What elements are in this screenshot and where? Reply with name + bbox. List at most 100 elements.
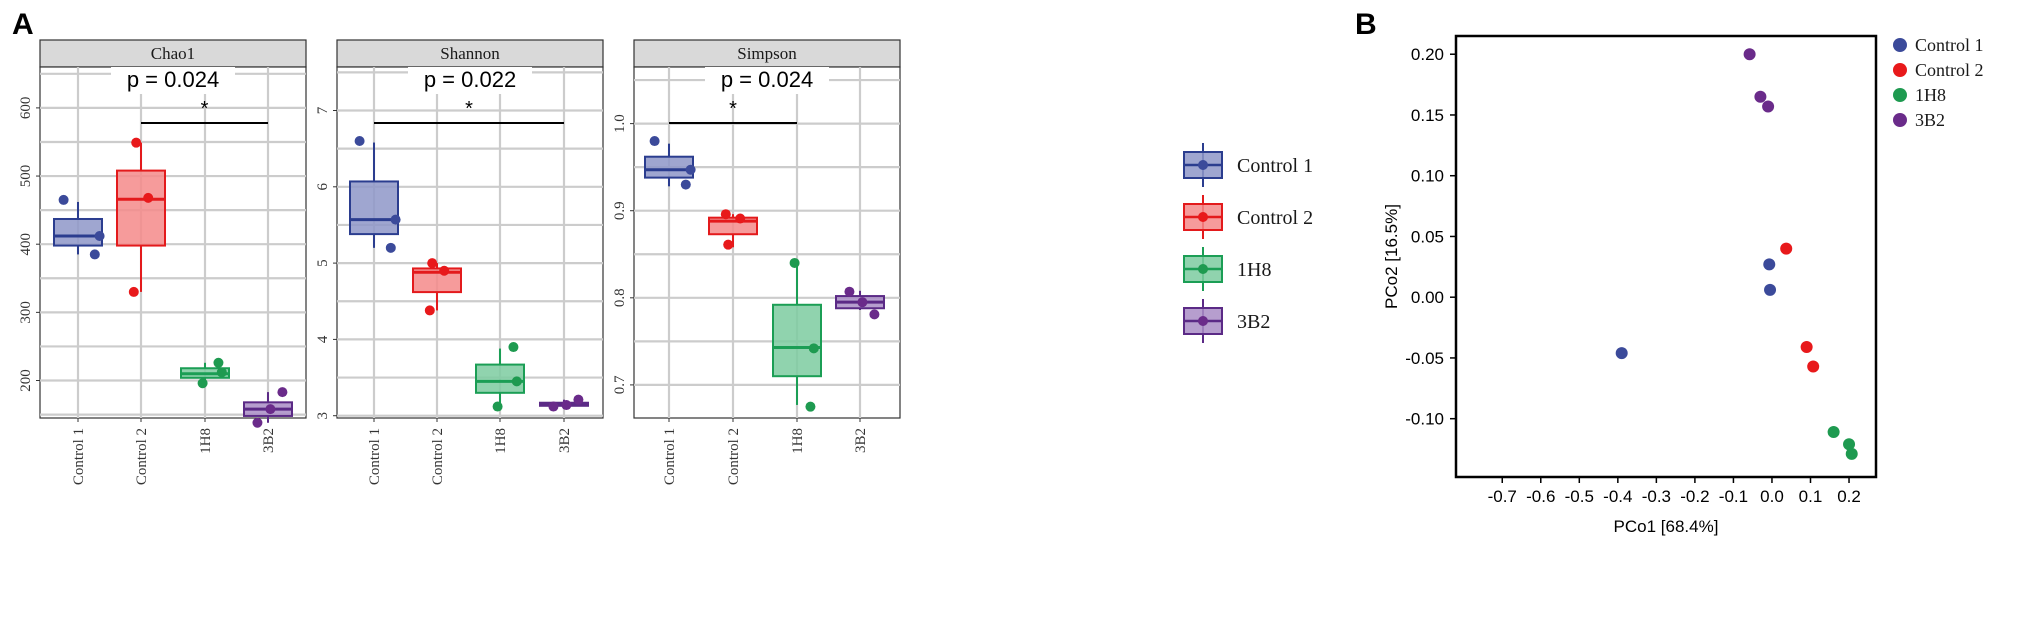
facet-title: Simpson: [737, 44, 797, 63]
data-point-control-1: [685, 164, 696, 175]
data-point-3b2: [1762, 100, 1775, 113]
pcoa-legend-item-control-2: Control 2: [1893, 60, 1984, 80]
data-point-1h8: [805, 401, 816, 412]
legend-marker: [1893, 88, 1907, 102]
x-tick-label: -0.5: [1565, 487, 1594, 506]
x-tick-label: 1H8: [493, 428, 509, 454]
y-axis-label: PCo2 [16.5%]: [1382, 204, 1401, 309]
box-control-2: [412, 263, 462, 311]
facet-strip: [336, 39, 604, 68]
y-tick-label: 200: [18, 369, 34, 392]
pvalue-bg: [111, 67, 235, 94]
data-point-control-1: [680, 179, 691, 190]
legend-point: [1198, 316, 1208, 326]
plot-panel: [633, 66, 901, 419]
data-point-control-1: [1615, 347, 1628, 360]
y-tick-label: 4: [315, 335, 331, 343]
x-tick-label: 1H8: [198, 428, 214, 454]
y-tick-label: 0.20: [1411, 45, 1444, 64]
data-point-control-2: [1807, 360, 1820, 373]
data-point-control-1: [89, 249, 100, 260]
x-tick-label: 0.1: [1799, 487, 1823, 506]
box-control-1: [53, 201, 103, 255]
data-point-control-1: [58, 194, 69, 205]
x-tick-label: -0.7: [1488, 487, 1517, 506]
legend-label: 1H8: [1237, 259, 1271, 281]
data-point-1h8: [213, 357, 224, 368]
data-point-3b2: [561, 400, 572, 411]
y-tick-label: 300: [18, 301, 34, 324]
significance-star: *: [201, 98, 209, 120]
pcoa-legend-item-1h8: 1H8: [1893, 85, 1946, 105]
data-point-control-1: [354, 136, 365, 147]
data-point-control-1: [1764, 283, 1777, 296]
data-point-control-2: [723, 239, 734, 250]
data-point-control-2: [720, 209, 731, 220]
y-tick-label: 400: [18, 233, 34, 256]
data-point-control-2: [1780, 242, 1793, 255]
y-tick-label: 600: [18, 97, 34, 120]
facet-chao1: Chao1 200 300 400 500 600 Control 1 Control 2 1H…: [18, 39, 307, 485]
legend-label: Control 1: [1915, 35, 1984, 55]
data-point-3b2: [548, 401, 559, 412]
legend-item-control-2: Control 2: [1183, 195, 1313, 239]
y-tick-label: 5: [315, 259, 331, 267]
data-point-control-1: [94, 231, 105, 242]
x-tick-label: 3B2: [557, 428, 573, 453]
legend-label: 3B2: [1237, 311, 1270, 333]
legend-label: Control 2: [1915, 60, 1984, 80]
box-body: [53, 217, 103, 247]
facet-shannon: Shannon 3 4 5 6 7 Control 1 Control 2 1H8 3B2 p = …: [315, 39, 604, 485]
data-point-1h8: [789, 257, 800, 268]
box-body: [349, 180, 399, 236]
data-point-1h8: [216, 367, 227, 378]
y-tick-label: -0.05: [1405, 349, 1444, 368]
data-point-1h8: [1843, 438, 1856, 451]
y-tick-label: 0.9: [612, 201, 628, 220]
data-point-3b2: [252, 417, 263, 428]
x-tick-label: 1H8: [790, 428, 806, 454]
y-tick-label: 0.15: [1411, 106, 1444, 125]
box-body: [116, 169, 166, 247]
legend-item-control-1: Control 1: [1183, 143, 1313, 187]
data-point-1h8: [492, 401, 503, 412]
pcoa-scatter: -0.10 -0.05 0.00 0.05 0.10 0.15 0.20 -0.7 -0.6 -0…: [1382, 34, 1984, 536]
legend-point: [1198, 212, 1208, 222]
x-tick-label: 0.0: [1760, 487, 1784, 506]
box-1h8: [475, 348, 525, 407]
box-body: [412, 267, 462, 294]
x-tick-label: 0.2: [1837, 487, 1861, 506]
data-point-control-1: [390, 214, 401, 225]
legend-point: [1198, 160, 1208, 170]
data-point-1h8: [197, 378, 208, 389]
y-tick-label: 0.00: [1411, 288, 1444, 307]
legend-label: Control 2: [1237, 207, 1313, 229]
pcoa-plot-frame: [1454, 34, 1878, 479]
panel-a-label: A: [12, 8, 34, 41]
data-point-control-1: [649, 136, 660, 147]
box-control-2: [116, 142, 166, 292]
data-point-3b2: [265, 404, 276, 415]
box-body: [644, 155, 694, 179]
legend-label: 1H8: [1915, 85, 1946, 105]
legend-label: 3B2: [1915, 110, 1945, 130]
y-tick-label: 1.0: [612, 114, 628, 133]
p-value: p = 0.022: [424, 67, 516, 92]
significance-star: *: [465, 98, 473, 120]
pvalue-bg: [408, 67, 532, 94]
box-control-2: [708, 214, 758, 248]
legend-point: [1198, 264, 1208, 274]
pcoa-legend-item-3b2: 3B2: [1893, 110, 1945, 130]
boxplot-facets: Chao1 200 300 400 500 600 Control 1 Control 2 1H…: [18, 39, 901, 485]
box-body: [772, 303, 822, 378]
data-point-control-2: [131, 137, 142, 148]
data-point-control-2: [1800, 341, 1813, 354]
x-tick-label: Control 1: [662, 428, 678, 485]
y-tick-label: 0.10: [1411, 167, 1444, 186]
data-point-control-2: [128, 286, 139, 297]
x-tick-label: Control 2: [134, 428, 150, 485]
x-tick-label: -0.4: [1603, 487, 1632, 506]
p-value: p = 0.024: [721, 67, 813, 92]
y-tick-label: 3: [315, 412, 331, 420]
